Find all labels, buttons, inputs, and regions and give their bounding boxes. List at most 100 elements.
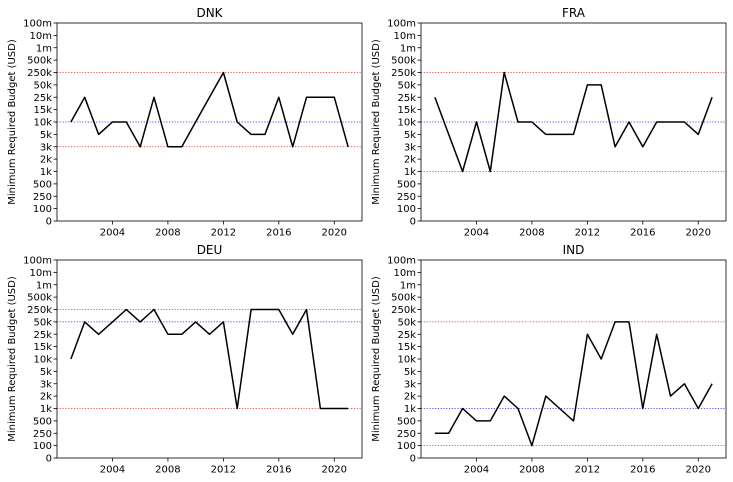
x-tick-label: 2020 [686, 465, 711, 476]
y-tick-label: 500k [391, 293, 416, 304]
y-tick-label: 1k [404, 167, 416, 178]
y-tick-label: 100 [33, 441, 52, 452]
chart-title: IND [563, 243, 585, 257]
x-tick-label: 2016 [266, 228, 291, 239]
y-tick-label: 10m [394, 31, 416, 42]
y-tick-label: 50k [397, 80, 416, 91]
y-tick-label: 25k [33, 330, 52, 341]
y-tick-label: 3k [40, 142, 52, 153]
x-tick-label: 2008 [155, 465, 180, 476]
series-line [70, 308, 349, 410]
y-tick-label: 500k [27, 293, 52, 304]
y-tick-label: 10k [33, 355, 52, 366]
y-tick-label: 1k [404, 404, 416, 415]
y-tick-label: 2k [404, 155, 416, 166]
y-tick-label: 250k [27, 68, 52, 79]
x-tick-label: 2012 [211, 465, 236, 476]
x-tick-label: 2004 [100, 465, 125, 476]
chart-title: DEU [197, 243, 223, 257]
y-tick-label: 2k [40, 392, 52, 403]
y-tick-label: 10k [397, 355, 416, 366]
y-tick-label: 10k [33, 118, 52, 129]
y-axis-label: Minimum Required Budget (USD) [371, 39, 382, 205]
y-tick-label: 250 [33, 429, 52, 440]
x-tick-label: 2020 [686, 228, 711, 239]
y-axis-label: Minimum Required Budget (USD) [7, 39, 18, 205]
y-tick-label: 10k [397, 118, 416, 129]
y-tick-label: 5k [40, 367, 52, 378]
y-tick-label: 25k [33, 93, 52, 104]
y-tick-label: 100 [397, 441, 416, 452]
x-tick-label: 2004 [464, 465, 489, 476]
x-tick-label: 2016 [630, 465, 655, 476]
y-tick-label: 2k [40, 155, 52, 166]
y-tick-label: 3k [404, 379, 416, 390]
y-tick-label: 100 [397, 204, 416, 215]
y-axis-label: Minimum Required Budget (USD) [371, 276, 382, 442]
x-tick-label: 2008 [155, 228, 180, 239]
y-tick-label: 500 [33, 179, 52, 190]
y-tick-label: 1k [40, 404, 52, 415]
y-tick-label: 15k [33, 105, 52, 116]
y-tick-label: 500 [397, 416, 416, 427]
y-tick-label: 100m [387, 256, 416, 267]
y-tick-label: 10m [394, 268, 416, 279]
plot-frame [420, 259, 727, 459]
y-tick-label: 500 [33, 416, 52, 427]
y-tick-label: 500 [397, 179, 416, 190]
y-tick-label: 1m [400, 43, 416, 54]
chart-title: DNK [196, 6, 223, 20]
plot-frame [56, 259, 363, 459]
series-line [434, 321, 713, 447]
y-tick-label: 10m [30, 31, 52, 42]
x-tick-label: 2008 [519, 228, 544, 239]
y-tick-label: 5k [40, 130, 52, 141]
x-tick-label: 2008 [519, 465, 544, 476]
y-tick-label: 250k [391, 305, 416, 316]
y-tick-label: 250 [397, 192, 416, 203]
series-line [434, 71, 713, 173]
y-tick-label: 500k [27, 56, 52, 67]
y-tick-label: 0 [410, 454, 416, 465]
y-tick-label: 250 [33, 192, 52, 203]
x-tick-label: 2020 [322, 465, 347, 476]
y-tick-label: 2k [404, 392, 416, 403]
x-tick-label: 2004 [100, 228, 125, 239]
y-tick-label: 1m [36, 280, 52, 291]
y-tick-label: 50k [397, 317, 416, 328]
y-tick-label: 100 [33, 204, 52, 215]
x-tick-label: 2004 [464, 228, 489, 239]
y-tick-label: 10m [30, 268, 52, 279]
series-line [70, 71, 349, 148]
y-tick-label: 3k [40, 379, 52, 390]
chart-title: FRA [562, 6, 586, 20]
y-tick-label: 15k [33, 342, 52, 353]
y-tick-label: 250k [391, 68, 416, 79]
y-tick-label: 1k [40, 167, 52, 178]
y-tick-label: 25k [397, 330, 416, 341]
y-tick-label: 100m [23, 19, 52, 30]
x-tick-label: 2012 [575, 228, 600, 239]
x-tick-label: 2012 [211, 228, 236, 239]
y-tick-label: 0 [46, 454, 52, 465]
y-tick-label: 15k [397, 342, 416, 353]
y-tick-label: 1m [36, 43, 52, 54]
y-tick-label: 50k [33, 80, 52, 91]
y-tick-label: 250k [27, 305, 52, 316]
y-tick-label: 25k [397, 93, 416, 104]
x-tick-label: 2012 [575, 465, 600, 476]
y-axis-label: Minimum Required Budget (USD) [7, 276, 18, 442]
y-tick-label: 100m [23, 256, 52, 267]
y-tick-label: 250 [397, 429, 416, 440]
y-tick-label: 3k [404, 142, 416, 153]
y-tick-label: 15k [397, 105, 416, 116]
x-tick-label: 2020 [322, 228, 347, 239]
y-tick-label: 1m [400, 280, 416, 291]
y-tick-label: 0 [410, 217, 416, 228]
y-tick-label: 500k [391, 56, 416, 67]
x-tick-label: 2016 [630, 228, 655, 239]
